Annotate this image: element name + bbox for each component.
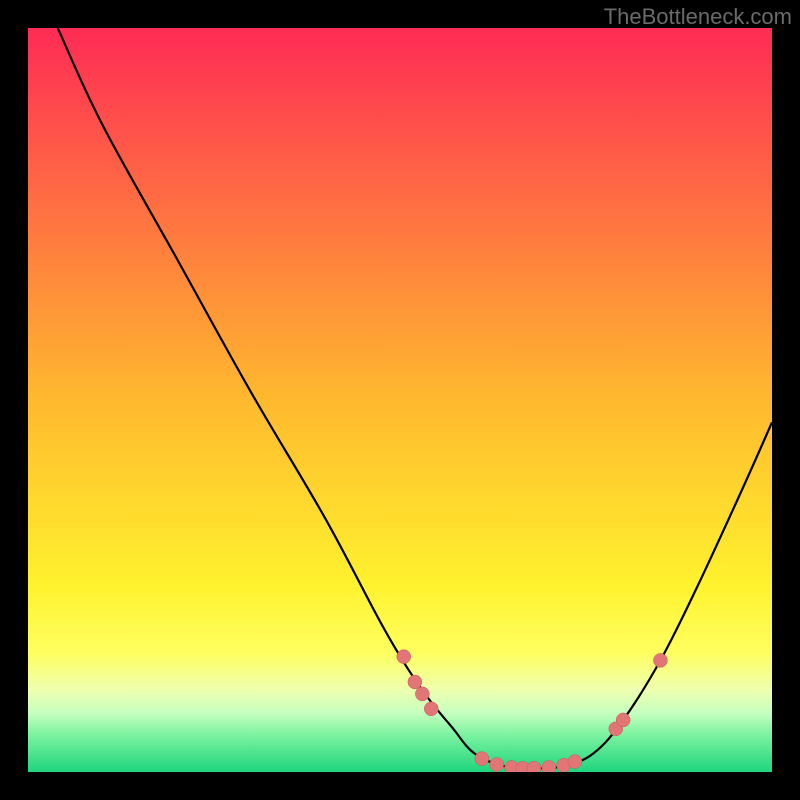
curve-marker bbox=[408, 675, 422, 689]
curve-marker bbox=[616, 713, 630, 727]
curve-markers bbox=[397, 650, 668, 772]
curve-marker bbox=[397, 650, 411, 664]
chart-plot-area bbox=[28, 28, 772, 772]
curve-marker bbox=[490, 758, 504, 772]
curve-marker bbox=[424, 702, 438, 716]
curve-marker bbox=[568, 755, 582, 769]
curve-marker bbox=[475, 752, 489, 766]
curve-marker bbox=[653, 653, 667, 667]
curve-marker bbox=[415, 687, 429, 701]
bottleneck-curve bbox=[28, 28, 772, 772]
watermark-text: TheBottleneck.com bbox=[604, 4, 792, 30]
curve-marker bbox=[542, 761, 556, 772]
curve-marker bbox=[527, 761, 541, 772]
